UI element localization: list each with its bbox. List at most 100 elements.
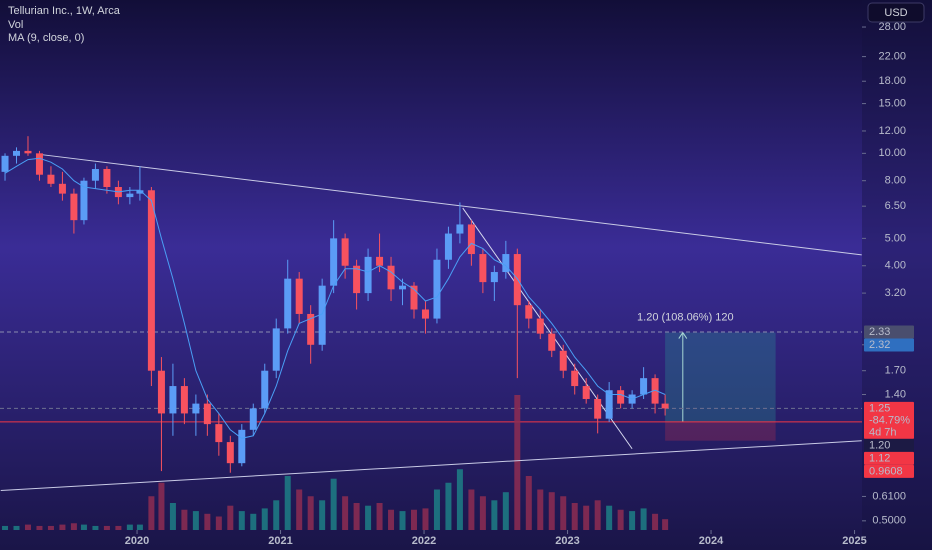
volume-bar (583, 505, 590, 530)
volume-bar (2, 525, 9, 530)
candle-body (261, 370, 269, 409)
candle-body (249, 408, 257, 430)
volume-bar (103, 525, 110, 530)
volume-bar (388, 509, 395, 530)
trend-line (40, 154, 862, 256)
candle-body (203, 403, 211, 425)
candle-body (91, 169, 99, 181)
volume-bar (376, 503, 383, 530)
volume-bar (59, 524, 66, 530)
volume-bar (399, 511, 406, 530)
arrow-head (678, 331, 688, 339)
candle-body (582, 386, 590, 399)
volume-bar (629, 511, 636, 530)
candle-body (479, 254, 487, 283)
candle-body (126, 193, 134, 198)
volume-bar (47, 525, 54, 530)
candle-body (80, 180, 88, 221)
volume-bar (80, 524, 87, 530)
volume-bar (215, 516, 222, 530)
ma-line (4, 157, 666, 439)
candle-body (502, 254, 510, 273)
trend-line (462, 207, 633, 450)
candle-body (605, 390, 613, 419)
candle-body (376, 256, 384, 266)
volume-bar (169, 503, 176, 530)
volume-bar (422, 508, 429, 530)
volume-bar (296, 489, 303, 530)
candle-body (651, 378, 659, 404)
candle-body (640, 378, 648, 395)
candle-body (103, 169, 111, 187)
volume-bar (502, 492, 509, 530)
x-tick-label: 2022 (412, 535, 436, 547)
candle-body (70, 193, 78, 221)
volume-bar (410, 509, 417, 530)
volume-bar (514, 395, 521, 530)
chart-title: Tellurian Inc., 1W, Arca (8, 5, 121, 17)
y-tick-label: 0.6100 (872, 490, 906, 502)
volume-bar (342, 496, 349, 530)
volume-bar (491, 500, 498, 530)
volume-bar (284, 476, 291, 530)
volume-bar (606, 505, 613, 530)
volume-bar (136, 524, 143, 530)
volume-bar (273, 500, 280, 530)
candle-body (295, 278, 303, 314)
volume-bar (652, 513, 659, 530)
candle-body (353, 265, 361, 294)
candle-body (13, 150, 21, 156)
candle-body (548, 333, 556, 351)
candle-body (525, 305, 533, 319)
candle-body (215, 424, 223, 443)
price-label: 1.12 (869, 452, 890, 464)
price-label: 2.32 (869, 339, 890, 351)
candle-body (490, 272, 498, 283)
volume-bar (227, 505, 234, 530)
candle-body (272, 328, 280, 371)
y-tick-label: 12.00 (878, 125, 906, 137)
candle-body (284, 278, 292, 329)
x-tick-label: 2025 (842, 535, 866, 547)
price-label: 1.25 (869, 402, 890, 414)
plot-area: 1.20 (108.06%) 120 (0, 136, 862, 530)
price-label: 1.20 (869, 439, 890, 451)
volume-bar (617, 509, 624, 530)
price-label-box (864, 464, 914, 478)
price-label-box (864, 451, 914, 465)
volume-bar (571, 503, 578, 530)
volume-bar (433, 489, 440, 530)
candle-body (192, 403, 200, 414)
candle-body (364, 256, 372, 294)
volume-bar (468, 489, 475, 530)
candle-body (35, 153, 43, 175)
volume-bar (261, 508, 268, 530)
volume-bar (158, 482, 165, 530)
volume-bar (319, 500, 326, 530)
candle-body (307, 313, 315, 345)
candle-body (47, 174, 55, 184)
volume-bar (365, 505, 372, 530)
volume-bar (445, 482, 452, 530)
candle-body (456, 224, 464, 234)
candle-body (661, 403, 669, 409)
y-tick-label: 15.00 (878, 97, 906, 109)
candle-body (421, 309, 429, 319)
candle-body (444, 233, 452, 260)
currency-button[interactable] (867, 2, 925, 23)
price-label: 0.9608 (869, 465, 903, 477)
volume-bar (24, 524, 31, 530)
candle-body (238, 429, 246, 464)
y-tick-label: 18.00 (878, 75, 906, 87)
y-tick-label: 28.00 (878, 21, 906, 33)
x-tick-label: 2021 (268, 535, 292, 547)
x-tick-label: 2023 (555, 535, 579, 547)
volume-bar (525, 476, 532, 530)
volume-bar (250, 513, 257, 530)
y-tick-label: 1.70 (885, 365, 906, 377)
volume-bar (537, 489, 544, 530)
volume-bar (13, 525, 20, 530)
candle-body (169, 386, 177, 414)
